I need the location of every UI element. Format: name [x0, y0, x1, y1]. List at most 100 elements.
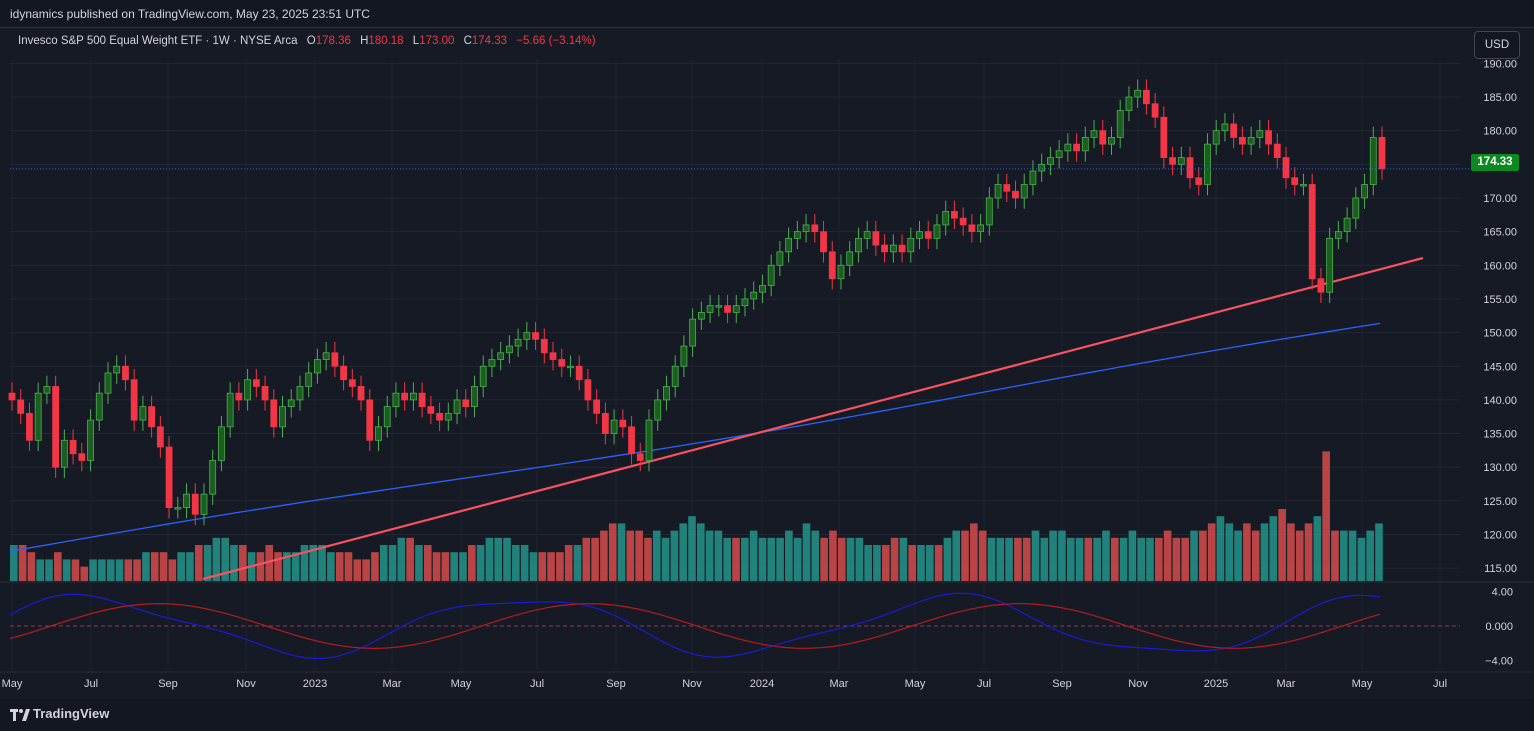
volume-bar [1339, 530, 1348, 581]
volume-bar [353, 559, 362, 581]
volume-bar [318, 545, 326, 581]
volume-bar [608, 523, 617, 581]
candle-body [820, 231, 827, 253]
volume-bar [1287, 523, 1295, 581]
volume-bar [793, 537, 802, 581]
volume-bar [697, 523, 705, 581]
candle-body [584, 379, 592, 401]
candle-body [122, 365, 129, 381]
candle-body [183, 493, 190, 508]
high-value: 180.18 [368, 35, 404, 47]
volume-bar [1304, 523, 1313, 581]
volume-bar [89, 559, 97, 581]
candle-body [497, 352, 505, 360]
change-value: −5.66 (−3.14%) [516, 35, 596, 47]
volume-bar [890, 537, 899, 581]
candle-body [916, 231, 923, 239]
candle-body [514, 338, 522, 347]
volume-bar [1040, 537, 1049, 581]
chart-area[interactable] [0, 28, 1534, 699]
oscillator-fast-line [9, 592, 1381, 660]
candle-body [811, 224, 819, 233]
candle-body [881, 244, 889, 253]
candle-body [933, 224, 941, 239]
candle-body [715, 305, 723, 308]
volume-bar [926, 545, 934, 581]
volume-bar [432, 552, 441, 581]
volume-bar [1031, 530, 1040, 581]
volume-bar [115, 559, 124, 581]
candle-body [785, 237, 793, 253]
symbol-legend: Invesco S&P 500 Equal Weight ETF · 1W · … [18, 35, 596, 47]
volume-bar [1128, 530, 1137, 581]
candle-body [1151, 103, 1159, 118]
volume-bar [406, 537, 414, 581]
oscillator-y-tick: 4.00 [1492, 587, 1513, 599]
volume-bar [1058, 530, 1066, 581]
candle-body [872, 231, 880, 246]
tradingview-brand[interactable]: TradingView [33, 706, 110, 721]
candle-body [348, 379, 356, 387]
candle-body [924, 231, 932, 239]
candle-body [1186, 157, 1194, 179]
volume-bar [36, 559, 45, 581]
candle-body [375, 426, 382, 441]
candle-body [8, 392, 16, 401]
candle-body [261, 386, 269, 401]
candle-body [43, 386, 51, 394]
volume-bar [512, 545, 520, 581]
volume-bar [62, 559, 71, 581]
volume-bar [159, 552, 168, 581]
x-tick-label: May [451, 678, 472, 690]
y-tick-label: 120.00 [1483, 530, 1517, 542]
tradingview-logo-icon[interactable] [10, 709, 30, 721]
volume-bar [71, 559, 80, 581]
candle-body [1230, 123, 1238, 138]
volume-bar [221, 537, 229, 581]
volume-bar [468, 545, 476, 581]
candle-body [383, 406, 391, 428]
candle-body [1221, 123, 1229, 132]
candle-body [287, 399, 295, 408]
volume-bar [1155, 537, 1163, 581]
symbol-name[interactable]: Invesco S&P 500 Equal Weight ETF · 1W · … [18, 35, 298, 47]
candle-body [1108, 137, 1115, 145]
volume-bar [802, 523, 811, 581]
candle-body [226, 392, 234, 428]
volume-bar [1181, 537, 1190, 581]
volume-bar [1199, 530, 1207, 581]
candle-body [427, 406, 435, 414]
candle-body [331, 352, 339, 367]
candle-body [1195, 177, 1203, 185]
candle-body [1064, 143, 1072, 152]
moving-average-line [9, 322, 1381, 552]
candle-body [270, 399, 278, 428]
candle-body [139, 406, 147, 421]
candle-body [645, 419, 653, 461]
candle-body [410, 392, 417, 401]
volume-bar [1260, 523, 1269, 581]
y-tick-label: 135.00 [1483, 429, 1517, 441]
volume-bar [1234, 530, 1242, 581]
volume-bar [714, 530, 723, 581]
candle-body [837, 264, 845, 280]
volume-bar [203, 545, 212, 581]
volume-bar [186, 552, 194, 581]
candle-body [156, 426, 164, 448]
volume-bar [908, 545, 916, 581]
open-label: O [306, 35, 316, 47]
candle-body [366, 399, 374, 441]
currency-button[interactable]: USD [1474, 31, 1520, 59]
volume-bar [626, 530, 635, 581]
candle-body [296, 386, 304, 401]
candle-body [1378, 137, 1386, 170]
candle-body [1291, 177, 1299, 185]
volume-bar [776, 537, 784, 581]
candle-body [1282, 157, 1290, 179]
x-tick-label: Nov [682, 678, 702, 690]
candle-body [1204, 143, 1211, 185]
volume-bar [1119, 537, 1128, 581]
low-label: L [412, 35, 420, 47]
x-tick-label: May [1352, 678, 1373, 690]
